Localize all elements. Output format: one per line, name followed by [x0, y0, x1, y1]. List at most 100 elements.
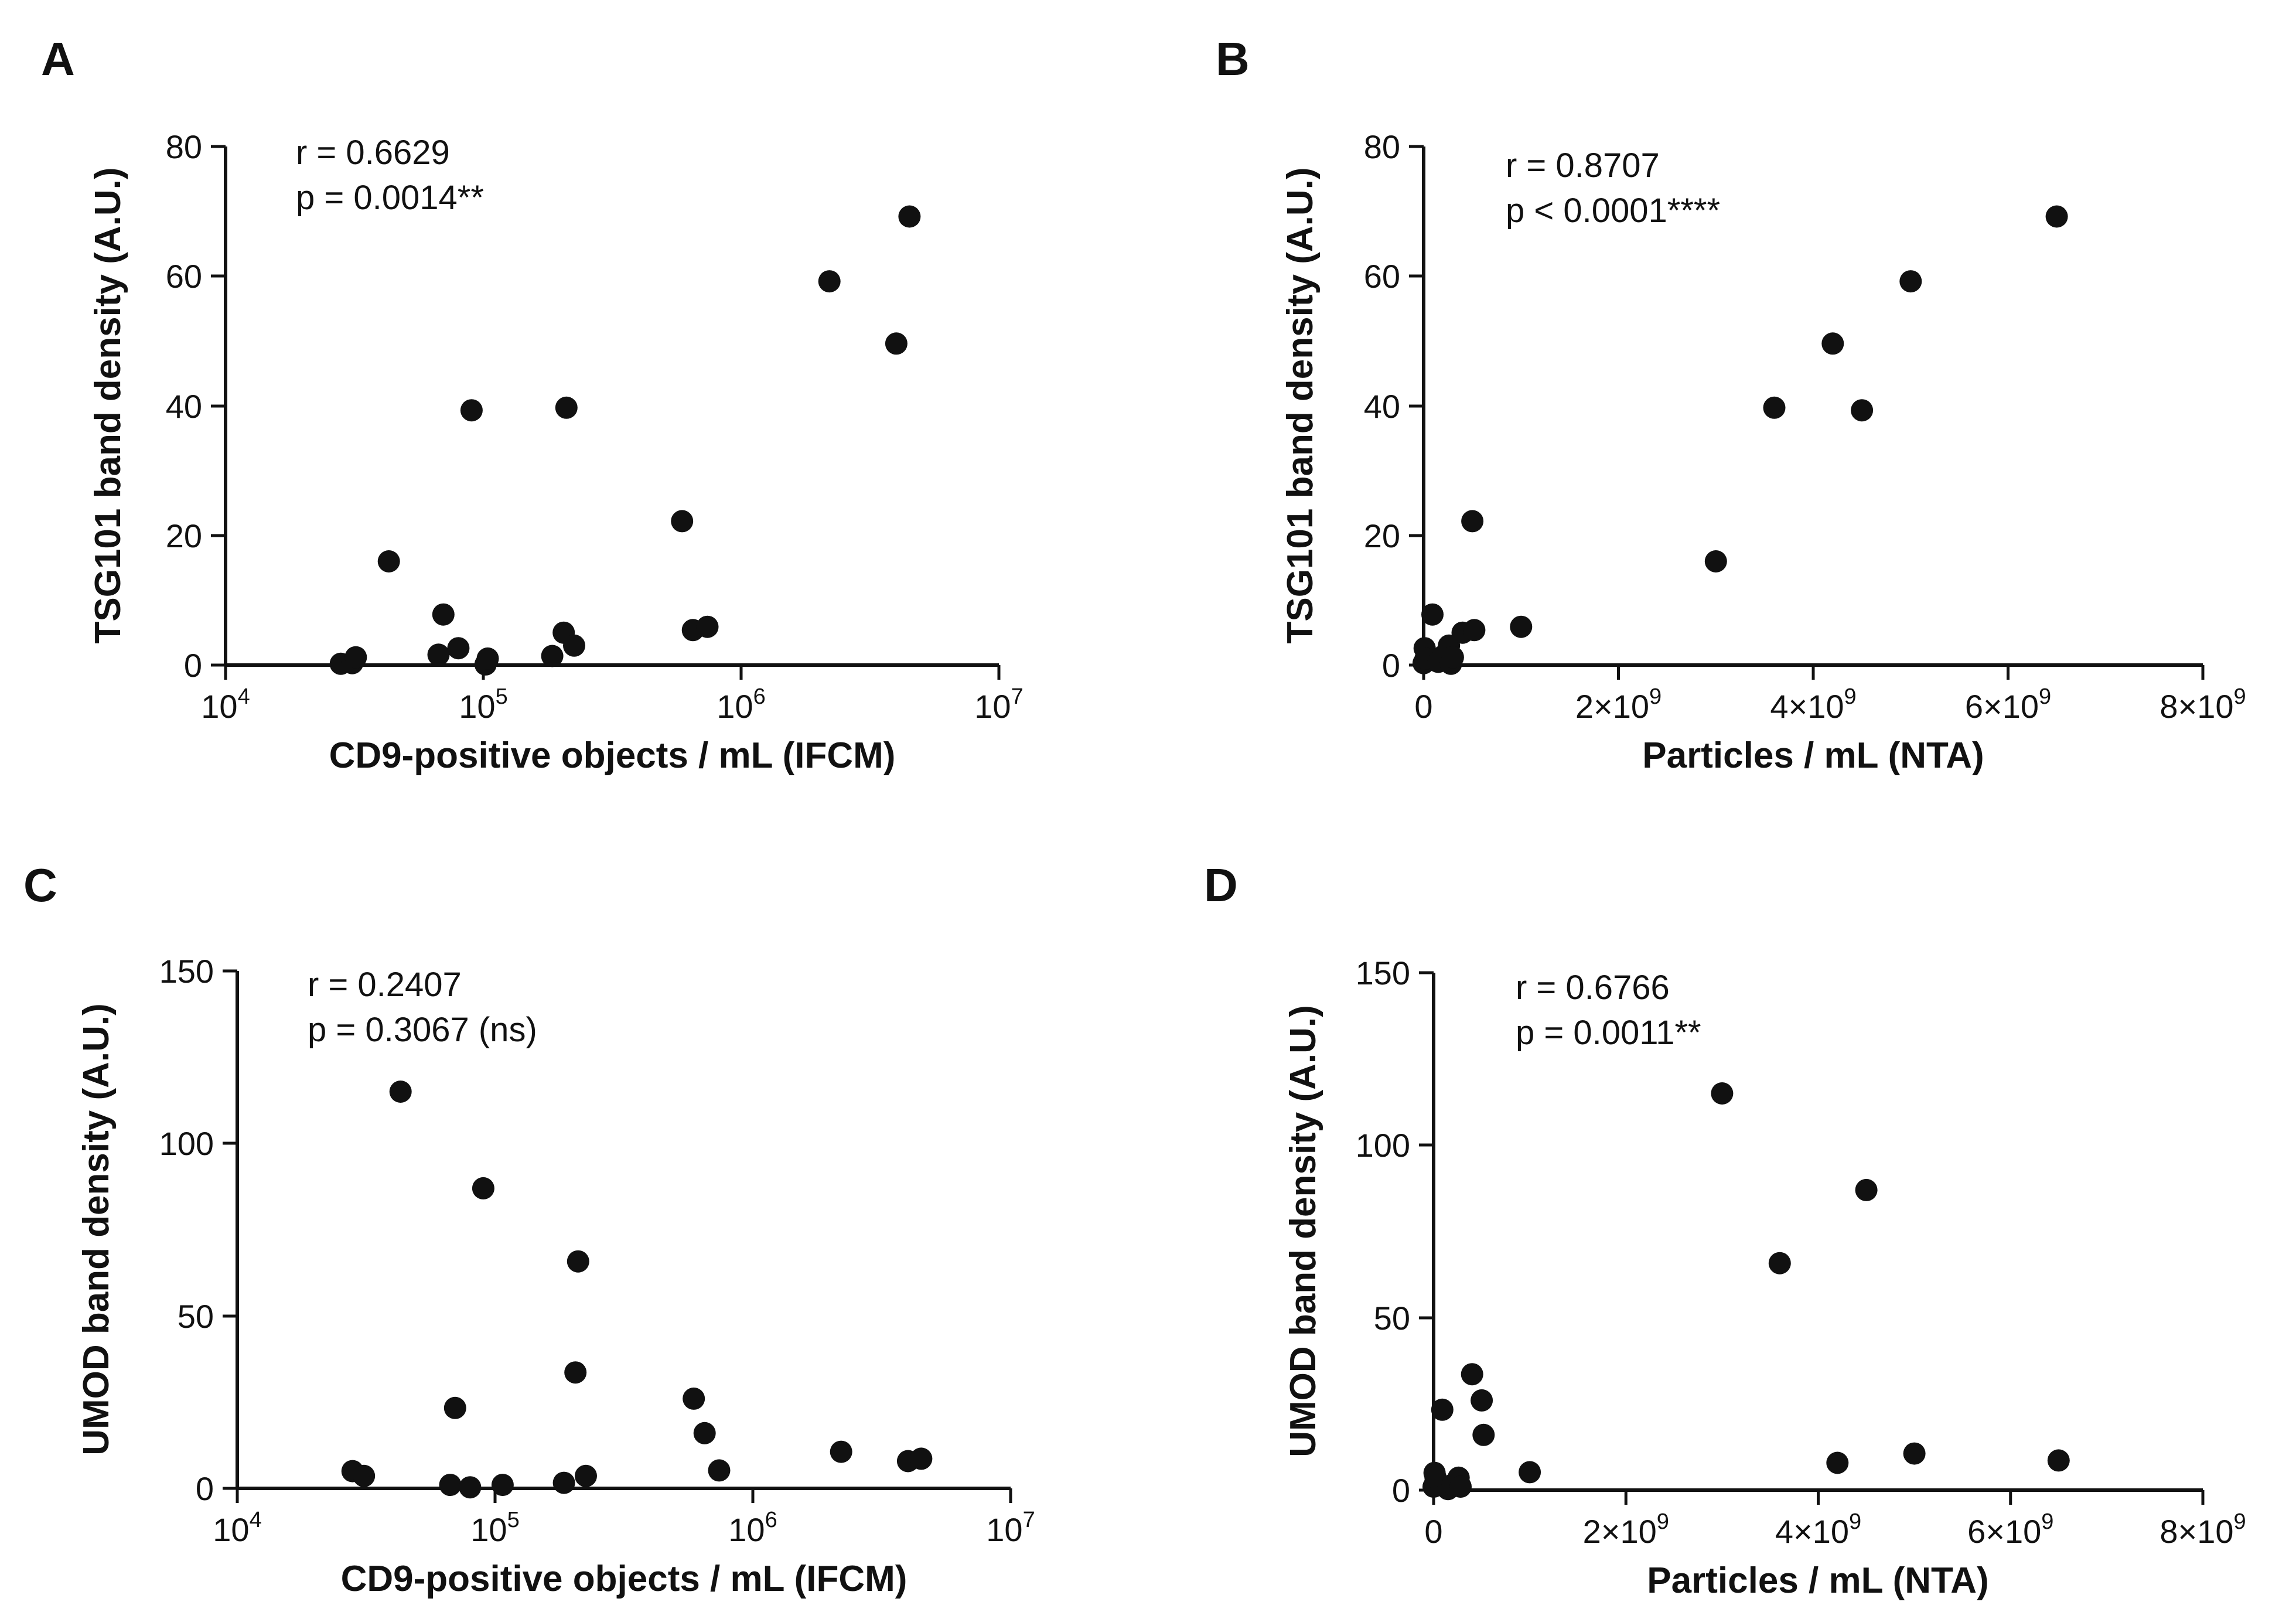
- panel-c-ytick-label: 100: [159, 1125, 214, 1162]
- panel-b-r-annotation: r = 0.8707: [1506, 146, 1660, 185]
- data-point: [567, 1250, 589, 1273]
- data-point: [1826, 1451, 1849, 1474]
- panel-a-p-annotation: p = 0.0014**: [296, 179, 484, 217]
- panel-b-points: [1413, 205, 2068, 675]
- data-point: [683, 1387, 705, 1410]
- data-point: [1763, 396, 1786, 419]
- panel-d-xtick-label: 2×109: [1583, 1509, 1669, 1550]
- data-point: [389, 1081, 412, 1103]
- data-point: [443, 1396, 466, 1419]
- panel-d-points: [1422, 1082, 2070, 1501]
- panel-a-r-annotation: r = 0.6629: [296, 134, 450, 172]
- panel-a-ytick-label: 0: [184, 647, 202, 684]
- panel-b-ytick-label: 20: [1364, 517, 1400, 554]
- panel-d-y-title: UMOD band density (A.U.): [1283, 1005, 1323, 1457]
- data-point: [1421, 603, 1444, 626]
- panel-a-ytick-label: 20: [166, 517, 202, 554]
- panel-c-p-annotation: p = 0.3067 (ns): [308, 1011, 537, 1049]
- panel-c-letter: C: [23, 859, 57, 911]
- panel-c-y-title: UMOD band density (A.U.): [76, 1003, 117, 1456]
- panel-b-xtick-label: 6×109: [1965, 684, 2051, 725]
- panel-d-xtick-label: 8×109: [2159, 1509, 2246, 1550]
- data-point: [541, 645, 564, 667]
- panel-b-xtick-label: 8×109: [2159, 684, 2246, 725]
- data-point: [1519, 1461, 1541, 1484]
- data-point: [432, 603, 455, 626]
- data-point: [1472, 1423, 1495, 1446]
- panel-a-xtick-label: 104: [201, 684, 250, 725]
- panel-b-p-annotation: p < 0.0001****: [1506, 192, 1720, 230]
- data-point: [447, 637, 470, 660]
- panel-c-ytick-label: 50: [178, 1298, 214, 1335]
- data-point: [1449, 1475, 1472, 1498]
- panel-d-ytick-label: 150: [1356, 955, 1410, 991]
- data-point: [472, 1177, 494, 1199]
- data-point: [2047, 1449, 2070, 1472]
- data-point: [818, 270, 841, 293]
- data-point: [1510, 615, 1533, 638]
- panel-a-points: [329, 205, 921, 676]
- panel-d-ytick-label: 50: [1374, 1300, 1410, 1337]
- data-point: [1821, 332, 1844, 355]
- data-point: [552, 1471, 575, 1494]
- data-point: [708, 1459, 731, 1482]
- data-point: [898, 205, 921, 228]
- panel-d: D 0 50 100 150 0 2×109 4×109 6×109 8×109…: [1204, 859, 2246, 1601]
- panel-b-ytick-label: 60: [1364, 258, 1400, 295]
- data-point: [575, 1464, 597, 1487]
- data-point: [885, 332, 908, 355]
- panel-a: A 0 20 40 60 80 104 105 106 107 CD9-posi…: [41, 33, 1024, 776]
- panel-c: C 0 50 100 150 104 105 106 107 CD9-posit…: [23, 859, 1035, 1599]
- panel-c-xtick-label: 105: [470, 1508, 519, 1548]
- data-point: [910, 1447, 933, 1470]
- data-point: [1855, 1178, 1878, 1201]
- data-point: [696, 615, 719, 638]
- panel-a-y-title: TSG101 band density (A.U.): [88, 167, 128, 643]
- data-point: [1768, 1252, 1791, 1274]
- panel-d-xtick-label: 4×109: [1775, 1509, 1861, 1550]
- panel-a-ytick-label: 80: [166, 128, 202, 165]
- panel-c-ytick-label: 0: [196, 1470, 214, 1507]
- panel-d-xtick-label: 6×109: [1967, 1509, 2053, 1550]
- data-point: [1431, 1398, 1454, 1421]
- panel-c-xtick-label: 107: [986, 1508, 1035, 1548]
- panel-b-letter: B: [1216, 33, 1250, 85]
- panel-d-ytick-label: 100: [1356, 1127, 1410, 1164]
- panel-b: B 0 20 40 60 80 0 2×109 4×109 6×109 8×10…: [1216, 33, 2246, 776]
- data-point: [460, 399, 483, 422]
- data-point: [1903, 1442, 1926, 1465]
- data-point: [671, 510, 694, 533]
- panel-b-xtick-label: 0: [1414, 688, 1432, 725]
- panel-c-ytick-label: 150: [159, 953, 214, 990]
- panel-b-ytick-label: 80: [1364, 128, 1400, 165]
- panel-d-x-title: Particles / mL (NTA): [1647, 1560, 1988, 1601]
- data-point: [1704, 550, 1727, 572]
- data-point: [1899, 270, 1922, 293]
- data-point: [1461, 1363, 1483, 1386]
- panel-d-p-annotation: p = 0.0011**: [1516, 1014, 1701, 1052]
- panel-c-points: [341, 1081, 933, 1499]
- data-point: [563, 634, 585, 657]
- panel-d-ytick-label: 0: [1392, 1472, 1410, 1509]
- data-point: [1711, 1082, 1734, 1105]
- data-point: [1463, 619, 1486, 642]
- panel-d-r-annotation: r = 0.6766: [1516, 969, 1670, 1007]
- data-point: [377, 550, 400, 572]
- data-point: [693, 1422, 716, 1444]
- data-point: [1441, 646, 1464, 669]
- data-point: [2045, 205, 2068, 228]
- panel-a-ytick-label: 60: [166, 258, 202, 295]
- panel-c-xtick-label: 106: [728, 1508, 777, 1548]
- panel-b-x-title: Particles / mL (NTA): [1642, 735, 1984, 776]
- data-point: [564, 1361, 587, 1384]
- panel-a-xtick-label: 107: [974, 684, 1023, 725]
- panel-a-letter: A: [41, 33, 75, 85]
- panel-c-xtick-label: 104: [213, 1508, 261, 1548]
- data-point: [555, 396, 578, 419]
- panel-b-ytick-label: 40: [1364, 388, 1400, 425]
- panel-d-letter: D: [1204, 859, 1238, 911]
- panel-b-y-title: TSG101 band density (A.U.): [1280, 167, 1321, 643]
- data-point: [1471, 1389, 1493, 1412]
- panel-d-xtick-label: 0: [1424, 1513, 1442, 1550]
